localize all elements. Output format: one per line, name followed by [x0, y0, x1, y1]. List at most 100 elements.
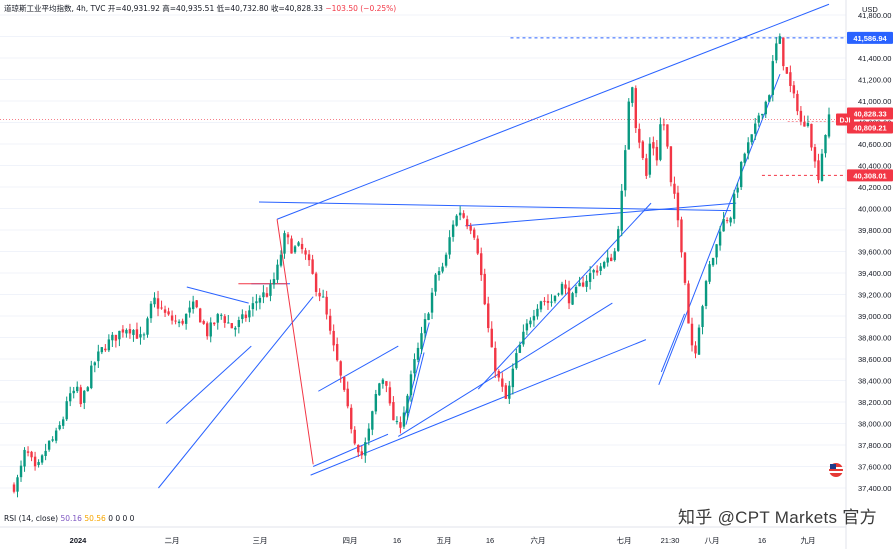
candle-body [191, 301, 195, 310]
candle [392, 396, 395, 421]
candle [353, 426, 356, 446]
candle [659, 117, 662, 162]
candle-body [624, 150, 627, 191]
rsi-name: RSI (14, close) [4, 514, 59, 523]
y-tick-label: 40,000.00 [858, 205, 891, 214]
candle-body [585, 280, 588, 287]
candle-body [732, 193, 736, 219]
candle-body [504, 385, 508, 399]
candle [307, 249, 311, 266]
candle [188, 300, 191, 318]
candle [16, 474, 19, 498]
x-tick-label: 2024 [70, 536, 88, 545]
candle [100, 347, 104, 355]
candle-body [213, 322, 216, 325]
candle [156, 290, 160, 317]
symbol-tag-box [836, 113, 854, 126]
x-tick-label: 五月 [437, 536, 452, 545]
candle [820, 148, 824, 182]
candle-body [539, 301, 543, 310]
y-tick-label: 39,600.00 [858, 248, 891, 257]
candle [792, 81, 796, 99]
candle-body [142, 334, 146, 336]
candle [371, 410, 374, 436]
x-tick-label: 四月 [343, 536, 358, 545]
candle [314, 271, 318, 297]
candle-body [704, 281, 708, 306]
candle [427, 312, 430, 321]
candle [258, 295, 262, 310]
candle-body [227, 322, 230, 324]
candle [61, 416, 65, 430]
x-tick-label: 七月 [617, 536, 632, 545]
y-tick-label: 40,600.00 [858, 140, 891, 149]
candle [350, 404, 353, 434]
x-tick-label: 三月 [253, 536, 268, 545]
trend-line [405, 352, 425, 425]
candle-body [325, 296, 328, 315]
candle [174, 314, 177, 325]
trend-line [259, 201, 732, 212]
candle [51, 436, 54, 443]
candle [202, 319, 205, 325]
candle [806, 115, 810, 128]
candle [142, 332, 146, 340]
candle-body [641, 141, 645, 158]
candle-body [83, 390, 86, 403]
candle-body [754, 123, 757, 134]
candle [508, 381, 511, 404]
price-labels: 41,586.94 40,828.33 40,809.21 40,308.01 DJI [829, 31, 893, 477]
candle-body [367, 428, 371, 441]
x-tick-label: 六月 [531, 535, 546, 545]
candle [729, 216, 732, 227]
symbol-tag-text: DJI [840, 117, 851, 124]
candle-body [195, 300, 198, 308]
candle [321, 289, 325, 298]
candle-body [163, 309, 167, 313]
candle-body [729, 217, 732, 223]
candle [571, 291, 574, 305]
us-flag-icon [829, 463, 843, 477]
price-axis[interactable]: 37,400.00 37,600.00 37,800.00 38,000.00 38,2… [845, 0, 891, 549]
candle-body [722, 218, 725, 232]
candle-body [318, 292, 321, 297]
candle [198, 307, 202, 323]
candle [37, 459, 40, 468]
candle-body [494, 347, 497, 372]
candle [33, 451, 37, 471]
candle-body [114, 334, 118, 341]
candle-body [406, 395, 409, 414]
candle-body [567, 287, 571, 304]
candle [44, 443, 47, 461]
candle-body [311, 259, 314, 274]
candle [213, 322, 216, 326]
candle-body [613, 251, 616, 261]
red-trend-line [276, 219, 314, 465]
candle-body [37, 462, 40, 465]
candle-body [420, 333, 423, 350]
candle [666, 124, 669, 149]
candle [743, 152, 746, 166]
candlestick-series[interactable] [12, 33, 831, 498]
candle [641, 140, 645, 161]
candle-body [444, 254, 448, 266]
candle [262, 285, 265, 304]
candle [655, 139, 659, 166]
time-axis[interactable]: 2024 二月 三月 四月 16 五月 16 六月 七月 21:30 八月 16 九月 [0, 526, 846, 545]
candle [423, 313, 427, 340]
trendline-drawings[interactable] [0, 3, 846, 489]
candle-body [153, 297, 156, 305]
candle [602, 260, 606, 269]
candle-body [620, 190, 623, 231]
candle-body [694, 345, 697, 354]
candle-body [79, 387, 82, 405]
candle-body [335, 344, 339, 361]
candle [153, 292, 156, 308]
candle-body [198, 308, 202, 323]
candle-body [750, 134, 753, 143]
candle [328, 308, 332, 335]
candle [181, 318, 184, 326]
candle [581, 276, 585, 288]
candle-body [30, 451, 33, 458]
